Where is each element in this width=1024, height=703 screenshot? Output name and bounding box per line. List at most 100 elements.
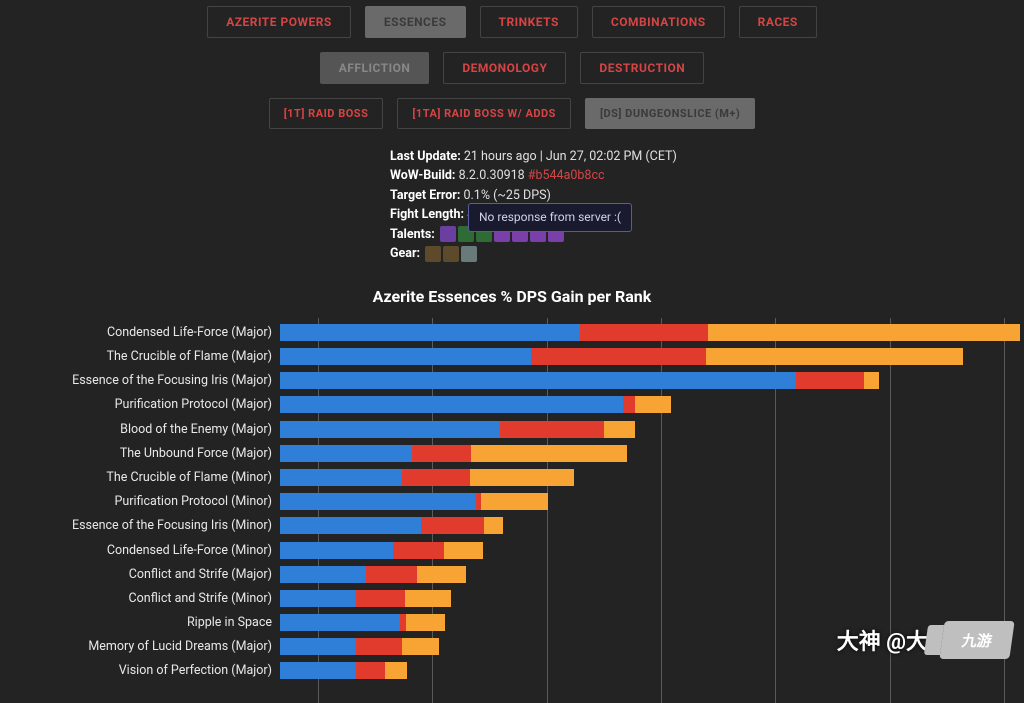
tab-category-4[interactable]: RACES bbox=[739, 6, 817, 38]
chart-bar-segment-2 bbox=[393, 542, 444, 559]
chart-row: Conflict and Strife (Minor) bbox=[38, 586, 1014, 610]
chart-bar-segment-3 bbox=[417, 566, 466, 583]
chart-bar-segment-3 bbox=[385, 662, 407, 679]
chart-bar-segment-2 bbox=[402, 469, 469, 486]
chart-row-label: Essence of the Focusing Iris (Minor) bbox=[38, 518, 280, 533]
chart-bar-segment-3 bbox=[444, 542, 483, 559]
chart-bar[interactable] bbox=[280, 662, 1014, 679]
last-update-value: 21 hours ago | Jun 27, 02:02 PM (CET) bbox=[464, 149, 677, 164]
tab-category-3[interactable]: COMBINATIONS bbox=[592, 6, 725, 38]
tab-fight-0[interactable]: [1T] RAID BOSS bbox=[269, 98, 384, 129]
chart-bar[interactable] bbox=[280, 348, 1014, 365]
chart-row-label: The Crucible of Flame (Minor) bbox=[38, 470, 280, 485]
tab-fight-2[interactable]: [DS] DUNGEONSLICE (M+) bbox=[585, 98, 755, 129]
chart-bar[interactable] bbox=[280, 566, 1014, 583]
watermark-logo-icon: 九游 bbox=[939, 621, 1014, 659]
tab-fight-1[interactable]: [1TA] RAID BOSS W/ ADDS bbox=[397, 98, 571, 129]
tab-category-1[interactable]: ESSENCES bbox=[365, 6, 466, 38]
chart-bar-segment-1 bbox=[280, 396, 623, 413]
gear-icon-1[interactable] bbox=[443, 246, 459, 262]
chart-row-label: Vision of Perfection (Major) bbox=[38, 663, 280, 678]
chart-row: Condensed Life-Force (Major) bbox=[38, 320, 1014, 344]
chart-bar-segment-2 bbox=[356, 590, 405, 607]
talent-icon-0[interactable] bbox=[440, 226, 456, 242]
chart-bar-segment-2 bbox=[500, 421, 604, 438]
server-error-tooltip: No response from server :( bbox=[468, 203, 632, 232]
chart-bar-segment-3 bbox=[635, 396, 672, 413]
tab-row-category: AZERITE POWERS ESSENCES TRINKETS COMBINATIO… bbox=[207, 6, 817, 38]
tab-navigation: AZERITE POWERS ESSENCES TRINKETS COMBINATIO… bbox=[0, 0, 1024, 129]
chart-row: Essence of the Focusing Iris (Minor) bbox=[38, 514, 1014, 538]
chart-bar-segment-2 bbox=[366, 566, 417, 583]
chart-bar-segment-1 bbox=[280, 662, 356, 679]
chart-bar[interactable] bbox=[280, 469, 1014, 486]
tab-row-spec: AFFLICTION DEMONOLOGY DESTRUCTION bbox=[320, 52, 705, 84]
gear-icon-0[interactable] bbox=[425, 246, 441, 262]
chart-bar-segment-1 bbox=[280, 590, 356, 607]
chart-bar-segment-2 bbox=[531, 348, 706, 365]
wow-build-label: WoW-Build: bbox=[390, 168, 455, 183]
chart-bar-segment-2 bbox=[796, 372, 863, 389]
chart-bar-segment-3 bbox=[470, 469, 574, 486]
chart-row-label: Blood of the Enemy (Major) bbox=[38, 422, 280, 437]
chart-bar-segment-3 bbox=[706, 348, 963, 365]
last-update-label: Last Update: bbox=[390, 149, 461, 164]
chart-bar[interactable] bbox=[280, 590, 1014, 607]
chart-bar-segment-3 bbox=[604, 421, 635, 438]
chart-bar-segment-3 bbox=[471, 445, 628, 462]
chart-row: Essence of the Focusing Iris (Major) bbox=[38, 369, 1014, 393]
chart-bar-segment-2 bbox=[421, 517, 485, 534]
chart-bar-segment-1 bbox=[280, 372, 796, 389]
gear-label: Gear: bbox=[390, 246, 420, 261]
chart-bar[interactable] bbox=[280, 445, 1014, 462]
chart-row: The Unbound Force (Major) bbox=[38, 441, 1014, 465]
chart-bar[interactable] bbox=[280, 517, 1014, 534]
chart-bar-segment-1 bbox=[280, 445, 412, 462]
chart-row-label: The Crucible of Flame (Major) bbox=[38, 349, 280, 364]
chart-bar[interactable] bbox=[280, 396, 1014, 413]
chart-row: Blood of the Enemy (Major) bbox=[38, 417, 1014, 441]
gear-icon-2[interactable] bbox=[461, 246, 477, 262]
chart-row: The Crucible of Flame (Major) bbox=[38, 344, 1014, 368]
chart-row-label: Conflict and Strife (Minor) bbox=[38, 591, 280, 606]
chart-bar-segment-3 bbox=[708, 324, 1020, 341]
fight-length-label: Fight Length: bbox=[390, 207, 464, 222]
meta-info: Last Update: 21 hours ago | Jun 27, 02:0… bbox=[390, 147, 1024, 263]
chart-row: Purification Protocol (Minor) bbox=[38, 490, 1014, 514]
chart-bar[interactable] bbox=[280, 493, 1014, 510]
chart-row-label: Condensed Life-Force (Minor) bbox=[38, 543, 280, 558]
chart-bar-segment-2 bbox=[356, 638, 402, 655]
chart-title: Azerite Essences % DPS Gain per Rank bbox=[0, 287, 1024, 306]
watermark-text: 大神 @大 bbox=[837, 624, 928, 656]
chart-row-label: Memory of Lucid Dreams (Major) bbox=[38, 639, 280, 654]
wow-build-hash[interactable]: #b544a0b8cc bbox=[528, 168, 605, 183]
chart-bar-segment-1 bbox=[280, 566, 366, 583]
tab-spec-2[interactable]: DESTRUCTION bbox=[580, 52, 704, 84]
tab-category-2[interactable]: TRINKETS bbox=[480, 6, 578, 38]
chart-row-label: Purification Protocol (Minor) bbox=[38, 494, 280, 509]
chart-bar-segment-3 bbox=[405, 590, 451, 607]
talents-label: Talents: bbox=[390, 227, 435, 242]
chart-row: Condensed Life-Force (Minor) bbox=[38, 538, 1014, 562]
watermark: 大神 @大 九游 bbox=[837, 621, 1012, 659]
chart-row-label: Essence of the Focusing Iris (Major) bbox=[38, 373, 280, 388]
chart-row: The Crucible of Flame (Minor) bbox=[38, 465, 1014, 489]
chart-bar-segment-3 bbox=[484, 517, 502, 534]
chart-bar[interactable] bbox=[280, 324, 1014, 341]
chart-row: Purification Protocol (Major) bbox=[38, 393, 1014, 417]
chart-bar-segment-2 bbox=[623, 396, 635, 413]
chart-bar-segment-3 bbox=[402, 638, 439, 655]
chart-bar[interactable] bbox=[280, 542, 1014, 559]
chart-bar-segment-2 bbox=[412, 445, 471, 462]
chart-row-label: The Unbound Force (Major) bbox=[38, 446, 280, 461]
chart-bar[interactable] bbox=[280, 421, 1014, 438]
chart-row-label: Conflict and Strife (Major) bbox=[38, 567, 280, 582]
tab-spec-0[interactable]: AFFLICTION bbox=[320, 52, 430, 84]
chart-bar[interactable] bbox=[280, 372, 1014, 389]
tab-category-0[interactable]: AZERITE POWERS bbox=[207, 6, 351, 38]
gear-icons bbox=[425, 246, 477, 262]
chart-bar-segment-1 bbox=[280, 421, 500, 438]
tab-spec-1[interactable]: DEMONOLOGY bbox=[443, 52, 566, 84]
chart-bar-segment-2 bbox=[356, 662, 385, 679]
chart-row-label: Condensed Life-Force (Major) bbox=[38, 325, 280, 340]
